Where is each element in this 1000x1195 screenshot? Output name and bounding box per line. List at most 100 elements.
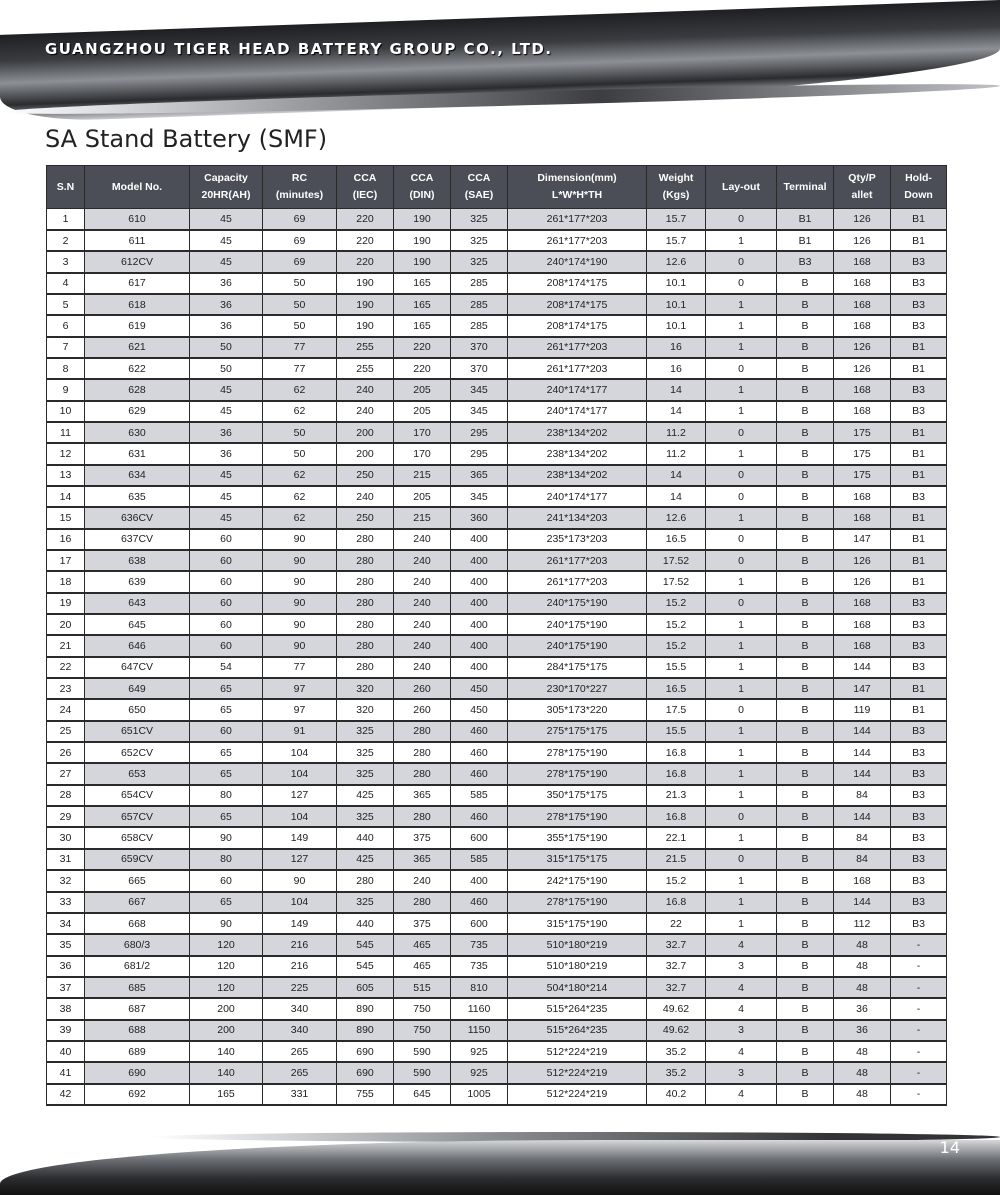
table-cell: 22 bbox=[46, 656, 85, 680]
table-cell: 200 bbox=[336, 442, 394, 466]
table-cell: 48 bbox=[833, 976, 891, 1000]
table-cell: 16 bbox=[646, 336, 706, 359]
table-row: 28 654CV 80 127 425 365 585 350*175*175 21.3 1 B 84… bbox=[46, 784, 947, 808]
table-cell: 340 bbox=[262, 1019, 337, 1042]
table-cell: 168 bbox=[833, 485, 891, 509]
table-cell: 370 bbox=[450, 336, 508, 359]
table-cell: 34 bbox=[46, 912, 85, 936]
table-cell: 14 bbox=[646, 485, 706, 509]
table-cell: 140 bbox=[189, 1040, 263, 1064]
table-cell: B bbox=[776, 933, 834, 957]
column-header-line: Weight bbox=[658, 172, 694, 184]
table-cell: 0 bbox=[705, 272, 777, 295]
table-cell: 400 bbox=[450, 656, 508, 680]
table-cell: 60 bbox=[189, 613, 263, 637]
table-cell: 460 bbox=[450, 720, 508, 744]
table-cell: 19 bbox=[46, 592, 85, 616]
table-cell: 646 bbox=[84, 634, 190, 658]
table-cell: - bbox=[890, 1083, 947, 1106]
table-cell: 190 bbox=[336, 314, 394, 338]
column-header-line: Lay-out bbox=[722, 180, 760, 193]
table-cell: B bbox=[776, 357, 834, 381]
table-cell: 15.2 bbox=[646, 634, 706, 658]
table-cell: 17.5 bbox=[646, 698, 706, 722]
table-cell: 31 bbox=[46, 848, 85, 872]
table-cell: 15.2 bbox=[646, 869, 706, 893]
table-cell: 275*175*175 bbox=[507, 720, 647, 744]
table-cell: 1 bbox=[705, 378, 777, 402]
table-cell: 1 bbox=[705, 741, 777, 765]
table-cell: 460 bbox=[450, 741, 508, 765]
table-cell: 84 bbox=[833, 848, 891, 872]
table-cell: 14 bbox=[46, 485, 85, 509]
table-cell: 654CV bbox=[84, 784, 190, 808]
table-cell: 220 bbox=[336, 250, 394, 274]
table-cell: 285 bbox=[450, 314, 508, 338]
table-cell: 11.2 bbox=[646, 442, 706, 466]
table-cell: 350*175*175 bbox=[507, 784, 647, 808]
table-cell: 35.2 bbox=[646, 1061, 706, 1085]
table-cell: 62 bbox=[262, 378, 337, 402]
table-cell: 365 bbox=[450, 464, 508, 487]
table-row: 8 622 50 77 255 220 370 261*177*203 16 0 B 126 B1 bbox=[46, 357, 947, 381]
table-cell: 0 bbox=[705, 421, 777, 445]
table-row: 17 638 60 90 280 240 400 261*177*203 17.52 0 B 126 B… bbox=[46, 549, 947, 573]
table-cell: 1005 bbox=[450, 1083, 508, 1106]
table-row: 37 685 120 225 605 515 810 504*180*214 32.7 4 B 48- bbox=[46, 976, 947, 1000]
table-cell: 622 bbox=[84, 357, 190, 381]
table-cell: 54 bbox=[189, 656, 263, 680]
table-cell: 16.8 bbox=[646, 890, 706, 914]
table-cell: 170 bbox=[393, 442, 451, 466]
table-cell: 4 bbox=[705, 997, 777, 1021]
table-cell: 650 bbox=[84, 698, 190, 722]
table-cell: 255 bbox=[336, 357, 394, 381]
table-cell: 77 bbox=[262, 357, 337, 381]
table-cell: 261*177*203 bbox=[507, 207, 647, 231]
table-cell: 3 bbox=[46, 250, 85, 274]
table-cell: 280 bbox=[393, 741, 451, 765]
table-row: 39 688 200 340 890 750 1150 515*264*235 49.62 3 B 3… bbox=[46, 1019, 947, 1042]
column-header-line: CCA bbox=[410, 172, 434, 184]
table-cell: 21.3 bbox=[646, 784, 706, 808]
table-cell: 637CV bbox=[84, 528, 190, 552]
table-cell: 400 bbox=[450, 869, 508, 893]
table-cell: 190 bbox=[336, 272, 394, 295]
table-cell: 692 bbox=[84, 1083, 190, 1106]
column-header-line: (minutes) bbox=[275, 189, 324, 201]
table-cell: 690 bbox=[84, 1061, 190, 1085]
table-cell: 175 bbox=[833, 421, 891, 445]
table-cell: - bbox=[890, 1061, 947, 1085]
table-cell: 200 bbox=[189, 1019, 263, 1042]
table-cell: 325 bbox=[450, 250, 508, 274]
table-cell: 168 bbox=[833, 272, 891, 295]
table-cell: 400 bbox=[450, 634, 508, 658]
table-cell: B bbox=[776, 741, 834, 765]
table-cell: 425 bbox=[336, 784, 394, 808]
table-cell: 242*175*190 bbox=[507, 869, 647, 893]
table-cell: 36 bbox=[189, 421, 263, 445]
table-cell: 10.1 bbox=[646, 314, 706, 338]
table-cell: 645 bbox=[84, 613, 190, 637]
column-header: S.N bbox=[46, 165, 85, 209]
table-cell: 1 bbox=[46, 207, 85, 231]
table-cell: 240 bbox=[393, 592, 451, 616]
column-header-line: RC bbox=[291, 172, 308, 184]
table-cell: B bbox=[776, 506, 834, 530]
table-cell: 400 bbox=[450, 592, 508, 616]
table-cell: 890 bbox=[336, 997, 394, 1021]
table-cell: 680/3 bbox=[84, 933, 190, 957]
table-cell: 48 bbox=[833, 933, 891, 957]
column-header-line: CCA bbox=[353, 172, 377, 184]
table-cell: 208*174*175 bbox=[507, 314, 647, 338]
table-cell: 48 bbox=[833, 1083, 891, 1106]
table-cell: B bbox=[776, 549, 834, 573]
table-cell: 320 bbox=[336, 677, 394, 701]
table-cell: 36 bbox=[833, 1019, 891, 1042]
table-cell: 400 bbox=[450, 613, 508, 637]
table-cell: 126 bbox=[833, 229, 891, 253]
table-cell: 295 bbox=[450, 421, 508, 445]
table-cell: 127 bbox=[262, 784, 337, 808]
table-cell: 36 bbox=[189, 272, 263, 295]
table-cell: 50 bbox=[262, 421, 337, 445]
table-cell: 65 bbox=[189, 762, 263, 786]
